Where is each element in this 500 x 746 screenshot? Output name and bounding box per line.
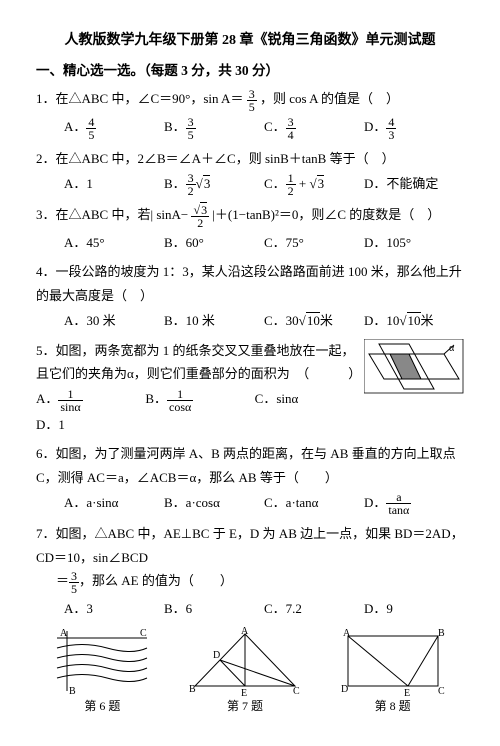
q2-choice-a: A．1 — [64, 172, 164, 198]
q7-frac: 35 — [69, 570, 79, 595]
svg-text:E: E — [404, 688, 410, 696]
q2-choice-d: D．不能确定 — [364, 172, 464, 198]
section-heading: 一、精心选一选。（每题 3 分，共 30 分） — [36, 59, 464, 83]
question-5-row: 5．如图，两条宽都为 1 的纸条交叉又重叠地放在一起，且它们的夹角为α，则它们重… — [36, 339, 464, 443]
q7-choice-c: C．7.2 — [264, 597, 364, 620]
q4-choice-d: D．1010米 — [364, 309, 464, 332]
q6-choices: A．a·sinα B．a·cosα C．a·tanα D．atanα — [36, 491, 464, 517]
figure-8-label: 第 8 题 — [338, 696, 448, 718]
q5-figure: α — [364, 339, 464, 394]
q3-choice-a: A．45° — [64, 231, 164, 254]
q3-stem-b: |＋(1−tanB)²＝0，则∠C 的度数是（ ） — [212, 207, 440, 222]
figure-7: A D B E C 第 7 题 — [185, 626, 305, 718]
q1-choices: A．45 B．35 C．34 D．43 — [36, 115, 464, 141]
q4-choice-a: A．30 米 — [64, 309, 164, 332]
q2-choice-b: B．323 — [164, 172, 264, 198]
svg-text:C: C — [293, 686, 300, 696]
question-7: 7．如图，△ABC 中，AE⊥BC 于 E，D 为 AB 边上一点，如果 BD＝… — [36, 522, 464, 594]
q1-frac: 35 — [247, 88, 257, 113]
svg-text:A: A — [60, 628, 68, 639]
question-3: 3．在△ABC 中，若| sinA− 32 |＋(1−tanB)²＝0，则∠C … — [36, 203, 464, 229]
q2-choice-c: C．12 + 3 — [264, 172, 364, 198]
question-1: 1．在△ABC 中，∠C＝90°，sin A＝ 35 ，则 cos A 的值是（… — [36, 87, 464, 113]
svg-text:B: B — [69, 686, 76, 696]
q1-stem-a: 1．在△ABC 中，∠C＝90°，sin A＝ — [36, 91, 243, 106]
q7-choice-b: B．6 — [164, 597, 264, 620]
figures-row: A B C 第 6 题 A D B E C 第 7 题 A — [36, 626, 464, 718]
figure-6: A B C 第 6 题 — [52, 626, 152, 718]
svg-text:E: E — [241, 688, 247, 696]
q7-choices: A．3 B．6 C．7.2 D．9 — [36, 597, 464, 620]
page-title: 人教版数学九年级下册第 28 章《锐角三角函数》单元测试题 — [36, 28, 464, 53]
svg-text:D: D — [341, 684, 348, 695]
q3-choice-c: C．75° — [264, 231, 364, 254]
question-2: 2．在△ABC 中，2∠B＝∠A＋∠C，则 sinB＋tanB 等于（ ） — [36, 147, 464, 170]
q6-choice-a: A．a·sinα — [64, 491, 164, 517]
q1-choice-c: C．34 — [264, 115, 364, 141]
svg-text:D: D — [213, 650, 220, 661]
q1-choice-d: D．43 — [364, 115, 464, 141]
q3-choice-d: D．105° — [364, 231, 464, 254]
q6-choice-c: C．a·tanα — [264, 491, 364, 517]
q3-stem-a: 3．在△ABC 中，若| sinA− — [36, 207, 188, 222]
q2-choices: A．1 B．323 C．12 + 3 D．不能确定 — [36, 172, 464, 198]
svg-text:C: C — [438, 686, 445, 696]
q6-choice-b: B．a·cosα — [164, 491, 264, 517]
q5-choice-a: A．1sinα — [36, 387, 145, 413]
svg-text:B: B — [189, 684, 196, 695]
q5-choices: A．1sinα B．1cosα C．sinα D．1 — [36, 387, 364, 436]
q4-choices: A．30 米 B．10 米 C．3010米 D．1010米 — [36, 309, 464, 332]
q1-choice-b: B．35 — [164, 115, 264, 141]
q6-choice-d: D．atanα — [364, 491, 464, 517]
q5-choice-c: C．sinα — [255, 387, 364, 413]
q5-choice-d: D．1 — [36, 413, 364, 436]
svg-text:B: B — [438, 628, 445, 639]
figure-8: A B D E C 第 8 题 — [338, 626, 448, 718]
q3-choices: A．45° B．60° C．75° D．105° — [36, 231, 464, 254]
svg-text:A: A — [241, 626, 249, 637]
q1-stem-b: ，则 cos A 的值是（ ） — [260, 91, 399, 106]
svg-text:C: C — [140, 628, 147, 639]
question-5: 5．如图，两条宽都为 1 的纸条交叉又重叠地放在一起，且它们的夹角为α，则它们重… — [36, 339, 364, 386]
q3-frac: 32 — [191, 204, 209, 229]
figure-6-label: 第 6 题 — [52, 696, 152, 718]
figure-7-label: 第 7 题 — [185, 696, 305, 718]
q4-choice-b: B．10 米 — [164, 309, 264, 332]
svg-text:A: A — [343, 628, 351, 639]
q5-choice-b: B．1cosα — [145, 387, 254, 413]
q7-stem-a: 7．如图，△ABC 中，AE⊥BC 于 E，D 为 AB 边上一点，如果 BD＝… — [36, 526, 464, 564]
q3-choice-b: B．60° — [164, 231, 264, 254]
q1-choice-a: A．45 — [64, 115, 164, 141]
q7-choice-d: D．9 — [364, 597, 464, 620]
question-4: 4．一段公路的坡度为 1：3，某人沿这段公路路面前进 100 米，那么他上升的最… — [36, 260, 464, 307]
question-6: 6．如图，为了测量河两岸 A、B 两点的距离，在与 AB 垂直的方向上取点 C，… — [36, 442, 464, 489]
q7-choice-a: A．3 — [64, 597, 164, 620]
q4-choice-c: C．3010米 — [264, 309, 364, 332]
